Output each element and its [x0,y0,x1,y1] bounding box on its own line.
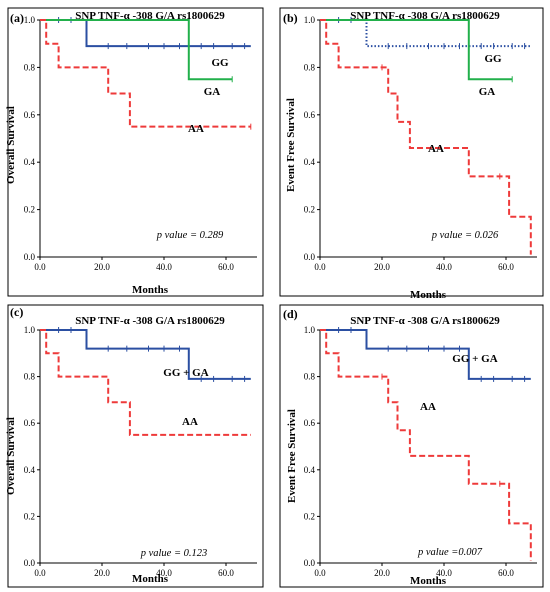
x-tick-label: 20.0 [94,568,110,578]
x-axis-label: Months [132,573,169,585]
series-line-gg [40,19,251,48]
x-tick-label: 0.0 [34,568,46,578]
chart-title: SNP TNF-α -308 G/A rs1800629 [350,315,500,327]
panel-frame [279,304,544,588]
y-tick-label: 0.8 [24,62,36,72]
y-tick-label: 0.0 [304,558,316,568]
panel-label: (a) [10,11,24,25]
x-tick-label: 60.0 [218,262,234,272]
y-tick-label: 0.2 [304,511,315,521]
x-axis-label: Months [132,284,169,296]
series-line-aa [320,329,532,561]
series-line-gg [320,19,531,48]
y-tick-label: 0.4 [24,157,36,167]
y-tick-label: 0.4 [304,465,316,475]
x-tick-label: 0.0 [314,262,326,272]
x-tick-label: 20.0 [374,262,390,272]
series-label-gg-ga: GG + GA [452,353,497,365]
y-tick-label: 0.0 [24,252,36,262]
x-tick-label: 60.0 [218,568,234,578]
panel-label: (b) [283,11,298,25]
series-line-aa [40,19,251,128]
series-label-aa: AA [428,143,444,155]
x-tick-label: 20.0 [94,262,110,272]
p-value-annotation: p value = 0.026 [431,230,499,241]
y-axis-label: Event Free Survival [285,98,297,192]
y-tick-label: 0.2 [24,511,35,521]
y-tick-label: 1.0 [304,15,316,25]
y-axis-label: Overall Survival [5,106,17,184]
x-axis-label: Months [410,575,447,587]
chart-title: SNP TNF-α -308 G/A rs1800629 [75,315,225,327]
panel-frame [279,7,544,297]
series-label-gg: GG [484,53,502,65]
x-tick-label: 40.0 [436,262,452,272]
x-axis-label: Months [410,289,447,301]
x-tick-label: 40.0 [156,262,172,272]
y-tick-label: 0.2 [304,205,315,215]
p-value-annotation: p value =0.007 [417,547,483,558]
y-tick-label: 0.0 [24,558,36,568]
panel-d: (d) SNP TNF-α -308 G/A rs1800629 0.0 0.2 0.4… [279,304,544,588]
series-label-gg: GG [211,57,229,69]
y-tick-label: 0.2 [24,205,35,215]
series-line-aa [320,19,532,255]
y-tick-label: 0.6 [304,418,316,428]
y-axis-label: Overall Survival [5,417,17,495]
y-tick-label: 1.0 [24,325,36,335]
series-line-ga [320,19,513,81]
y-tick-label: 0.6 [24,418,36,428]
x-tick-label: 40.0 [156,568,172,578]
y-tick-label: 0.8 [304,372,316,382]
x-tick-label: 60.0 [498,568,514,578]
x-tick-label: 0.0 [314,568,326,578]
panel-label: (d) [283,307,298,321]
y-tick-label: 0.8 [24,372,36,382]
panel-frame [7,7,264,297]
series-line-gg-ga [320,329,531,380]
y-tick-label: 0.6 [304,110,316,120]
series-line-aa [40,329,251,436]
x-tick-label: 60.0 [498,262,514,272]
x-tick-label: 0.0 [34,262,46,272]
panel-label: (c) [10,305,23,319]
panel-b: (b) SNP TNF-α -308 G/A rs18006290.00.20.4… [279,7,544,301]
panel-frame [7,304,264,588]
y-tick-label: 0.4 [24,465,36,475]
y-tick-label: 0.0 [304,252,316,262]
y-tick-label: 0.4 [304,157,316,167]
p-value-annotation: p value = 0.123 [140,548,208,559]
panel-a: (a) SNP TNF-α -308 G/A rs18006290.00.20.4… [5,7,264,297]
series-label-aa: AA [188,123,204,135]
x-tick-label: 20.0 [374,568,390,578]
y-tick-label: 0.6 [24,110,36,120]
y-tick-label: 0.8 [304,62,316,72]
y-tick-label: 1.0 [304,325,316,335]
series-line-gg-ga [40,329,251,380]
y-axis-label: Event Free Survival [286,409,298,503]
x-tick-label: 40.0 [436,568,452,578]
series-line-ga [40,19,233,81]
series-label-aa: AA [420,401,436,413]
y-tick-label: 1.0 [24,15,36,25]
series-label-ga: GA [479,86,496,98]
series-label-gg-ga: GG + GA [163,367,208,379]
series-label-aa: AA [182,416,198,428]
p-value-annotation: p value = 0.289 [156,230,224,241]
series-label-ga: GA [204,86,221,98]
panel-c: (c) SNP TNF-α -308 G/A rs1800629 0.0 0.2 0.4… [5,304,264,588]
